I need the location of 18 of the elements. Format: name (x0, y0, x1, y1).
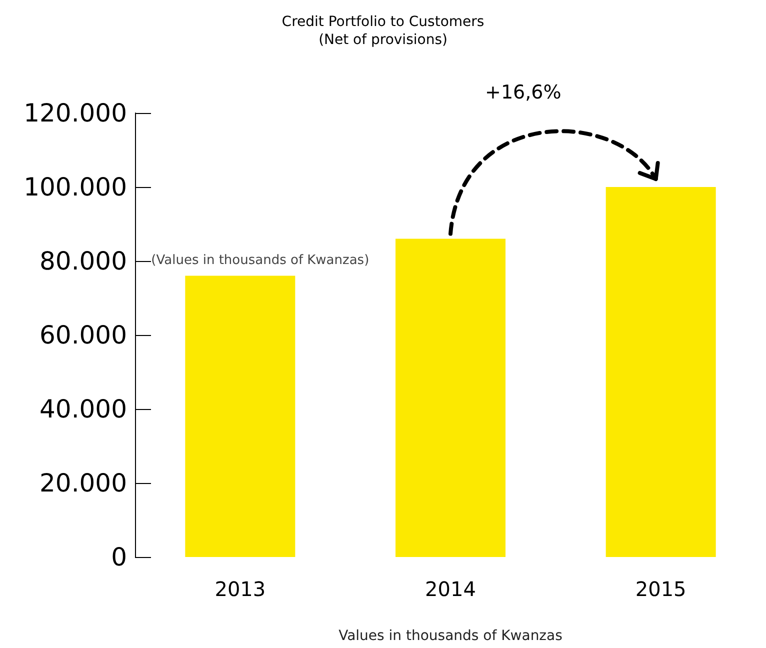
y-tick-label: 80.000 (40, 246, 127, 276)
y-tick-label: 0 (111, 542, 127, 572)
y-tick-label: 40.000 (40, 394, 127, 424)
y-tick-label: 60.000 (40, 320, 127, 350)
chart-subtitle: (Net of provisions) (318, 32, 448, 48)
text: +16,6% (485, 82, 562, 104)
x-axis-title: Values in thousands of Kwanzas (338, 628, 562, 644)
x-tick-label: 2013 (214, 577, 266, 601)
chart-title: Credit Portfolio to Customers (282, 14, 484, 30)
x-tick-label: 2014 (425, 577, 476, 601)
bar (185, 276, 296, 557)
x-tick-label: 2015 (635, 577, 686, 601)
bar (606, 187, 716, 557)
annotation: (Values in thousands of Kwanzas) (151, 252, 370, 268)
y-tick-label: 120.000 (24, 98, 127, 128)
bar (396, 238, 506, 557)
y-tick-label: 20.000 (40, 468, 127, 498)
y-tick-label: 100.000 (24, 172, 127, 202)
